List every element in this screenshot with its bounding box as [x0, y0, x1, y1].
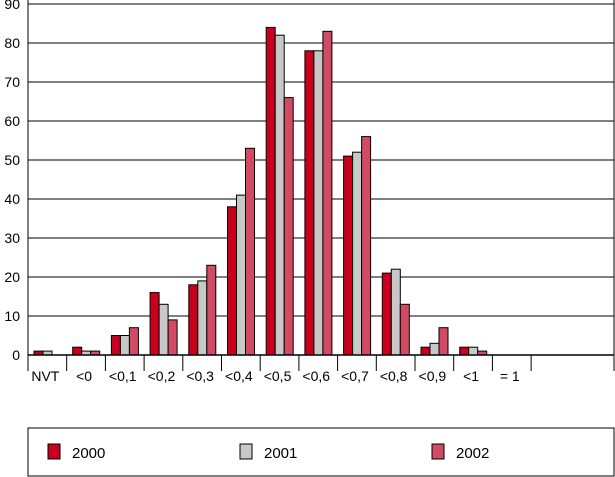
y-tick-label: 70 — [4, 74, 20, 90]
bar-2000-11 — [459, 346, 470, 356]
x-tick-label: <1 — [463, 368, 479, 384]
x-tick-label: <0,7 — [341, 368, 369, 384]
bar-2002-7 — [322, 30, 333, 356]
legend-label-2000: 2000 — [72, 445, 105, 462]
y-tick-label: 10 — [4, 308, 20, 324]
x-tick-label: <0,3 — [186, 368, 214, 384]
bar-2001-4 — [197, 280, 208, 356]
y-tick-label: 20 — [4, 269, 20, 285]
x-tick-label: <0,8 — [380, 368, 408, 384]
legend-label-2002: 2002 — [456, 445, 489, 462]
bar-2000-9 — [381, 272, 392, 356]
bar-2000-5 — [227, 206, 237, 356]
legend-swatch-2002 — [431, 443, 445, 460]
bar-2001-9 — [390, 268, 401, 356]
legend-swatch-2000 — [47, 443, 61, 460]
bar-2001-3 — [158, 303, 169, 356]
y-tick-label: 40 — [4, 191, 20, 207]
bar-2002-4 — [206, 264, 217, 356]
y-axis-ticks: 0 10 20 30 40 50 60 70 80 90 — [4, 0, 20, 363]
bar-2000-10 — [420, 346, 431, 356]
bar-2002-9 — [399, 303, 410, 356]
bar-2000-6 — [265, 26, 276, 356]
y-tick-label: 0 — [12, 347, 20, 363]
bar-2001-2 — [119, 335, 130, 356]
x-axis-ticks: NVT <0 <0,1 <0,2 <0,3 <0,4 <0,5 <0,6 <0,7 <0,8 <0,… — [31, 368, 520, 384]
y-tick-label: 60 — [4, 113, 20, 129]
bar-2000-4 — [188, 284, 199, 356]
x-tick-label: NVT — [31, 368, 59, 384]
bar-2000-2 — [110, 335, 121, 356]
x-tick-label: <0 — [76, 368, 92, 384]
bar-2000-7 — [304, 50, 315, 356]
bar-2002-2 — [128, 327, 139, 356]
bar-2000-3 — [149, 292, 160, 356]
bar-2002-3 — [167, 319, 178, 356]
bar-2001-11 — [468, 346, 479, 356]
axes — [27, 0, 615, 371]
bar-2001-5 — [236, 194, 246, 356]
bar-2002-5 — [245, 147, 255, 356]
legend-label-2001: 2001 — [264, 445, 297, 462]
bar-2000-1 — [72, 346, 83, 356]
bar-2000-8 — [343, 155, 354, 356]
y-tick-label: 50 — [4, 152, 20, 168]
bar-2001-6 — [274, 34, 285, 356]
x-tick-label: <0,2 — [148, 368, 176, 384]
y-tick-label: 30 — [4, 230, 20, 246]
x-tick-label: <0,4 — [225, 368, 253, 384]
x-tick-label: <0,6 — [302, 368, 330, 384]
x-tick-label: = 1 — [500, 368, 520, 384]
bar-2001-10 — [429, 342, 440, 356]
y-tick-label: 80 — [4, 35, 20, 51]
legend-swatch-2001 — [239, 443, 253, 460]
bar-2001-7 — [313, 50, 324, 356]
bar-2002-10 — [438, 327, 449, 356]
legend-frame — [27, 427, 615, 477]
legend: 2000 2001 2002 — [27, 427, 615, 477]
bar-2002-6 — [283, 97, 294, 356]
x-tick-label: <0,9 — [419, 368, 447, 384]
y-tick-label: 90 — [4, 0, 20, 12]
bars — [33, 26, 488, 356]
bar-2001-8 — [352, 151, 363, 356]
x-tick-label: <0,5 — [264, 368, 292, 384]
bar-2002-8 — [361, 136, 372, 356]
x-tick-label: <0,1 — [109, 368, 137, 384]
